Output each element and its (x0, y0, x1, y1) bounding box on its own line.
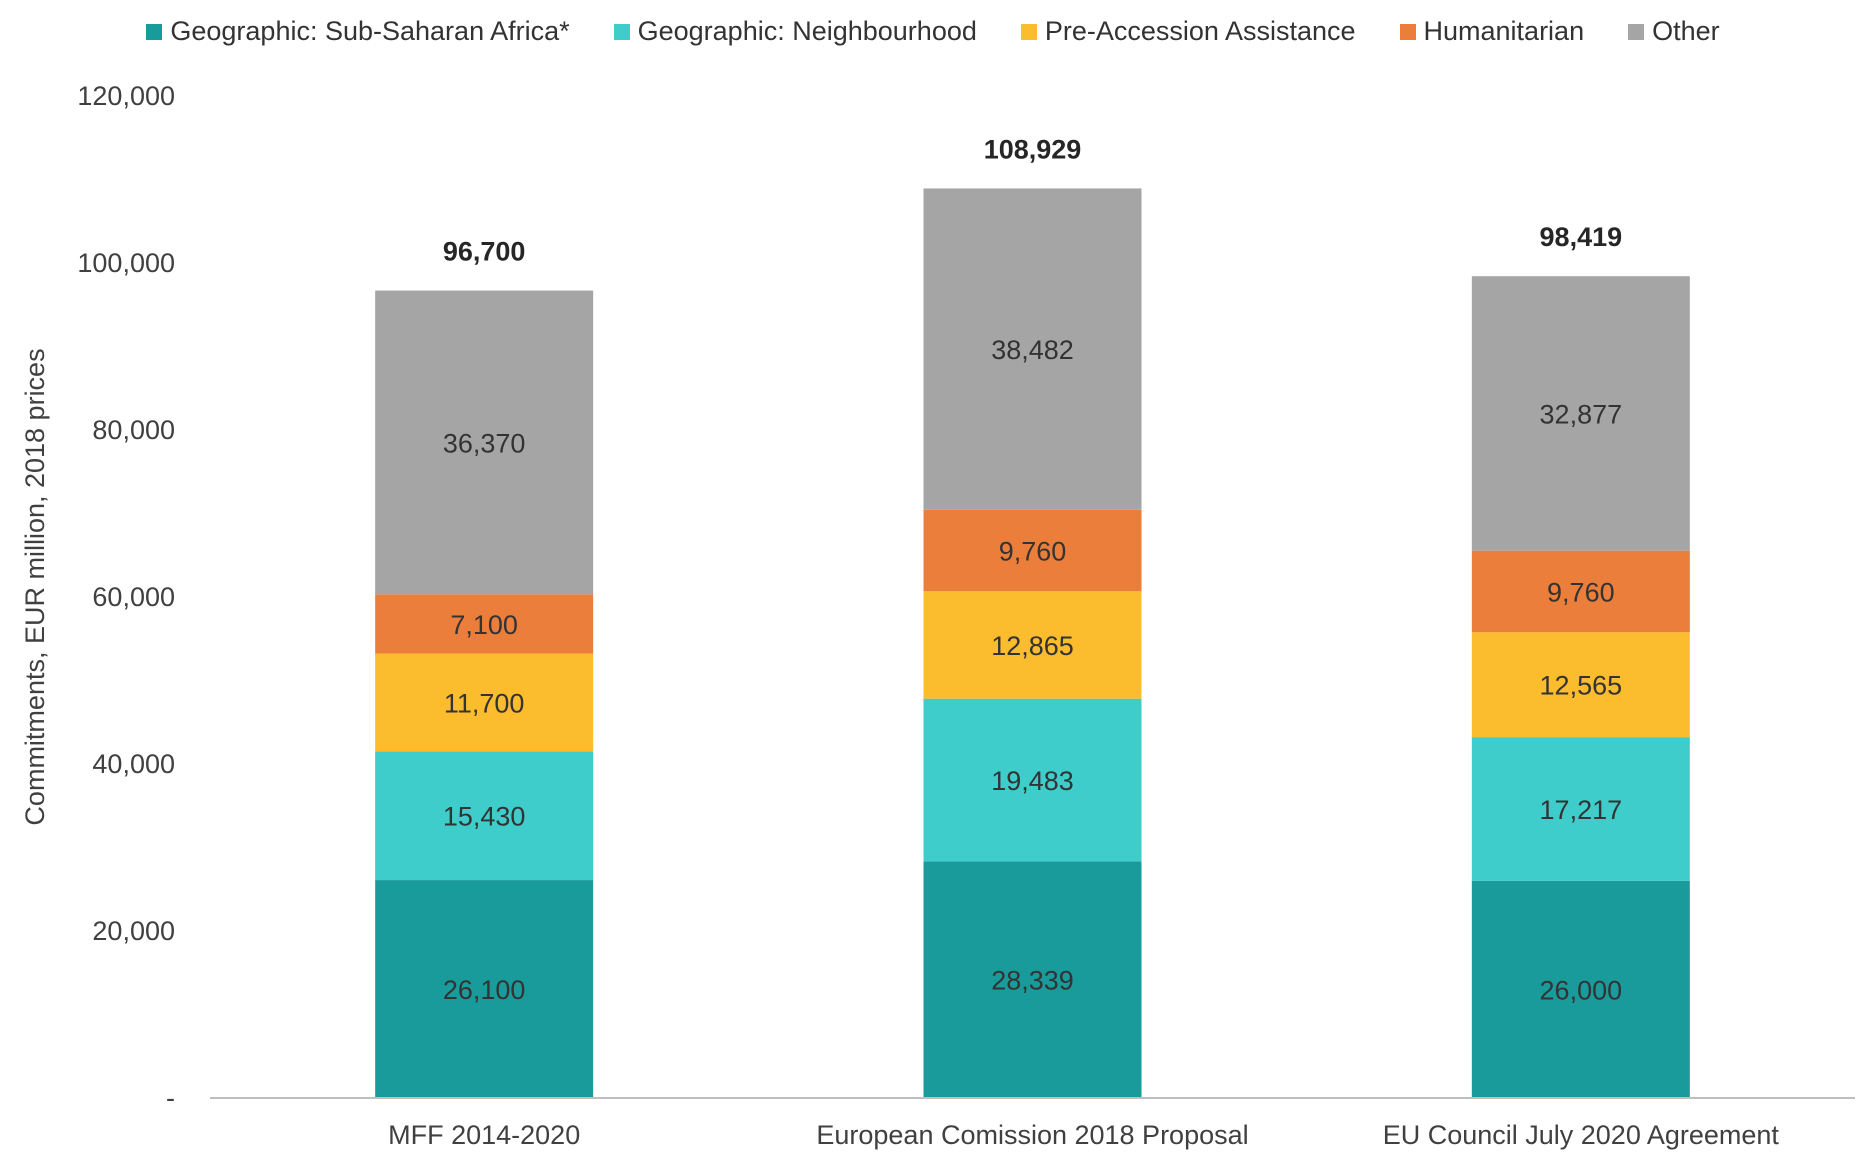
data-label: 12,865 (991, 631, 1074, 661)
x-tick-label: European Comission 2018 Proposal (816, 1120, 1248, 1150)
data-label: 26,000 (1540, 975, 1623, 1005)
data-label: 36,370 (443, 428, 526, 458)
y-tick-label: 20,000 (92, 916, 175, 946)
legend-label: Other (1652, 16, 1720, 46)
legend-item: Other (1628, 16, 1720, 47)
bar-segment (923, 698, 1142, 862)
total-label: 96,700 (443, 237, 526, 267)
data-label: 7,100 (450, 610, 518, 640)
data-label: 15,430 (443, 802, 526, 832)
y-tick-label: 120,000 (77, 81, 175, 111)
x-tick-label: EU Council July 2020 Agreement (1383, 1120, 1780, 1150)
bar-segment (923, 861, 1142, 1098)
bar-segment (375, 594, 594, 654)
bar-segment (923, 591, 1142, 699)
legend-item: Pre-Accession Assistance (1020, 16, 1356, 47)
y-tick-label: 40,000 (92, 749, 175, 779)
data-label: 32,877 (1540, 399, 1623, 429)
data-label: 17,217 (1540, 795, 1623, 825)
bar-segment (1471, 276, 1690, 551)
total-label: 98,419 (1540, 222, 1623, 252)
legend: Geographic: Sub-Saharan Africa* Geographi… (0, 16, 1866, 47)
legend-swatch (1628, 23, 1645, 40)
bar-segment (375, 880, 594, 1098)
x-tick-label: MFF 2014-2020 (388, 1120, 580, 1150)
bar-segment (923, 509, 1142, 592)
legend-item: Geographic: Neighbourhood (613, 16, 977, 47)
data-label: 12,565 (1540, 671, 1623, 701)
bar-segment (1471, 632, 1690, 738)
bar-segment (375, 751, 594, 881)
data-label: 26,100 (443, 975, 526, 1005)
bar-segment (1471, 880, 1690, 1098)
data-label: 28,339 (991, 966, 1074, 996)
legend-swatch (613, 23, 630, 40)
legend-swatch (1020, 23, 1037, 40)
y-axis-title: Commitments, EUR million, 2018 prices (20, 348, 50, 825)
y-tick-label: 80,000 (92, 415, 175, 445)
data-label: 19,483 (991, 766, 1074, 796)
total-label: 108,929 (984, 134, 1082, 164)
legend-item: Geographic: Sub-Saharan Africa* (146, 16, 570, 47)
bar-segment (1471, 737, 1690, 881)
legend-label: Geographic: Neighbourhood (637, 16, 977, 46)
legend-label: Geographic: Sub-Saharan Africa* (170, 16, 570, 46)
y-tick-label: 60,000 (92, 582, 175, 612)
legend-swatch (146, 23, 163, 40)
legend-item: Humanitarian (1399, 16, 1585, 47)
data-label: 11,700 (444, 688, 525, 718)
legend-swatch (1399, 23, 1416, 40)
bar-segment (1471, 550, 1690, 633)
legend-label: Pre-Accession Assistance (1044, 16, 1356, 46)
bar-segment (375, 653, 594, 752)
data-label: 38,482 (991, 335, 1074, 365)
legend-label: Humanitarian (1423, 16, 1585, 46)
bar-segment (923, 188, 1142, 510)
data-label: 9,760 (1547, 577, 1615, 607)
y-tick-label: - (166, 1083, 175, 1113)
data-label: 9,760 (999, 537, 1067, 567)
bar-segment (375, 290, 594, 595)
y-tick-label: 100,000 (77, 248, 175, 278)
